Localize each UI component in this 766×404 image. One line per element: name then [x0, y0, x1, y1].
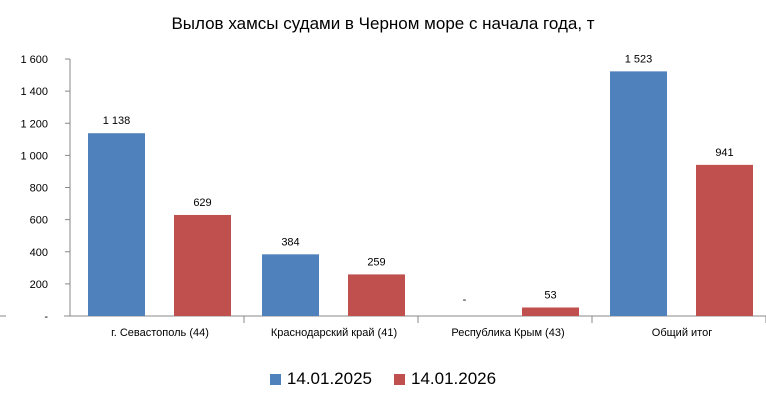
data-label: - — [463, 294, 467, 306]
y-tick-label: 1 000 — [20, 150, 48, 162]
chart-title: Вылов хамсы судами в Черном море с начал… — [171, 14, 595, 33]
category-label: Общий итог — [652, 327, 712, 339]
y-tick-label: - — [44, 311, 48, 323]
data-label: 941 — [715, 147, 733, 159]
y-tick-label: 400 — [30, 247, 48, 259]
bar-2026 — [522, 307, 579, 316]
category-label: г. Севастополь (44) — [111, 327, 209, 339]
data-label: 384 — [281, 236, 299, 248]
legend-label-2026: 14.01.2026 — [411, 369, 497, 388]
y-tick-label: 1 200 — [20, 118, 48, 130]
y-tick-label: 1 400 — [20, 86, 48, 98]
bar-2025 — [262, 254, 319, 316]
data-label: 259 — [367, 256, 385, 268]
bar-2026 — [174, 214, 231, 316]
data-label: 629 — [193, 197, 211, 209]
legend-item-2026: 14.01.2026 — [394, 369, 496, 389]
y-tick-label: 200 — [30, 279, 48, 291]
y-tick-label: 600 — [30, 215, 48, 227]
category-label: Краснодарский край (41) — [271, 327, 397, 339]
bar-2026 — [696, 164, 753, 316]
y-tick-label: 1 600 — [20, 54, 48, 66]
bar-2025 — [88, 133, 145, 316]
data-label: 1 138 — [103, 115, 131, 127]
legend-swatch-2025 — [269, 373, 281, 385]
legend-swatch-2026 — [394, 373, 405, 385]
legend: 14.01.2025 14.01.2026 — [0, 369, 766, 389]
data-label: 1 523 — [625, 53, 653, 65]
y-tick-label: 800 — [30, 183, 48, 195]
category-label: Республика Крым (43) — [451, 327, 564, 339]
data-label: 53 — [544, 289, 556, 301]
bar-2025 — [610, 71, 667, 316]
legend-item-2025: 14.01.2025 — [269, 369, 372, 389]
bar-2026 — [348, 274, 405, 316]
legend-label-2025: 14.01.2025 — [286, 369, 372, 388]
